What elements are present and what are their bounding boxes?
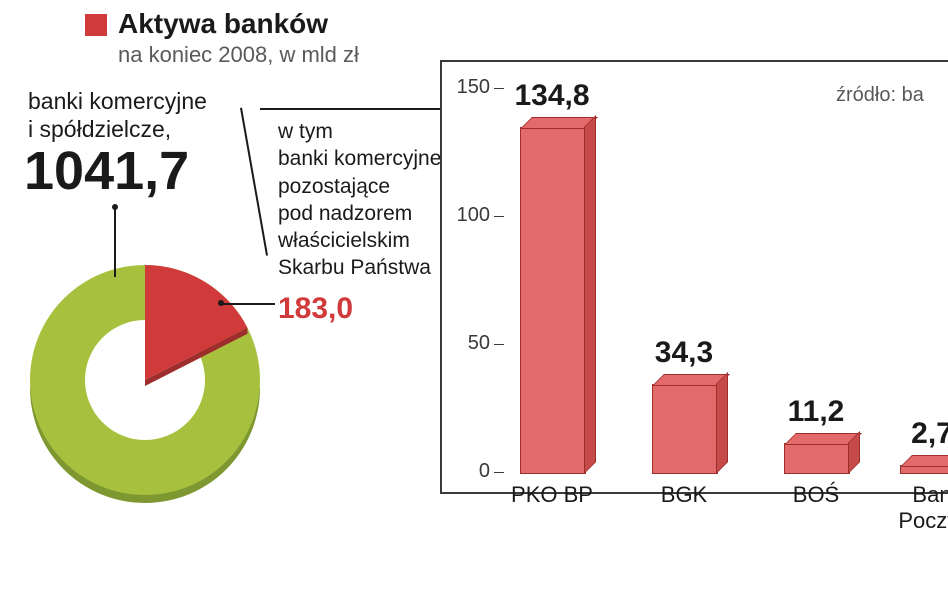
connector-line-top xyxy=(260,108,440,110)
bar-side xyxy=(584,115,596,474)
bar-value-label: 34,3 xyxy=(632,336,736,370)
bar-value-label: 2,7 xyxy=(880,417,948,451)
donut-slice-label: w tymbanki komercyjnepozostającepod nadz… xyxy=(278,118,441,282)
ytick-label: 150 xyxy=(446,76,490,99)
bar-category-label: BOŚ xyxy=(754,482,878,508)
callout-line-slice xyxy=(221,303,275,305)
bar-value-label: 11,2 xyxy=(764,395,868,429)
ytick-mark xyxy=(494,472,504,473)
bar xyxy=(784,443,850,474)
bar-category-label: Ban Poczto xyxy=(870,482,948,534)
ytick-mark xyxy=(494,344,504,345)
source-text: źródło: ba xyxy=(836,84,924,107)
ytick-mark xyxy=(494,216,504,217)
donut-slice-value: 183,0 xyxy=(278,292,353,326)
ytick-label: 0 xyxy=(446,460,490,483)
ytick-label: 50 xyxy=(446,332,490,355)
bar-category-label: BGK xyxy=(622,482,746,508)
bar-category-label: PKO BP xyxy=(490,482,614,508)
bar xyxy=(520,127,586,474)
bar-value-label: 134,8 xyxy=(500,79,604,113)
callout-line-total xyxy=(114,207,116,277)
bar xyxy=(652,384,718,474)
bar-side xyxy=(716,372,728,474)
ytick-label: 100 xyxy=(446,204,490,227)
